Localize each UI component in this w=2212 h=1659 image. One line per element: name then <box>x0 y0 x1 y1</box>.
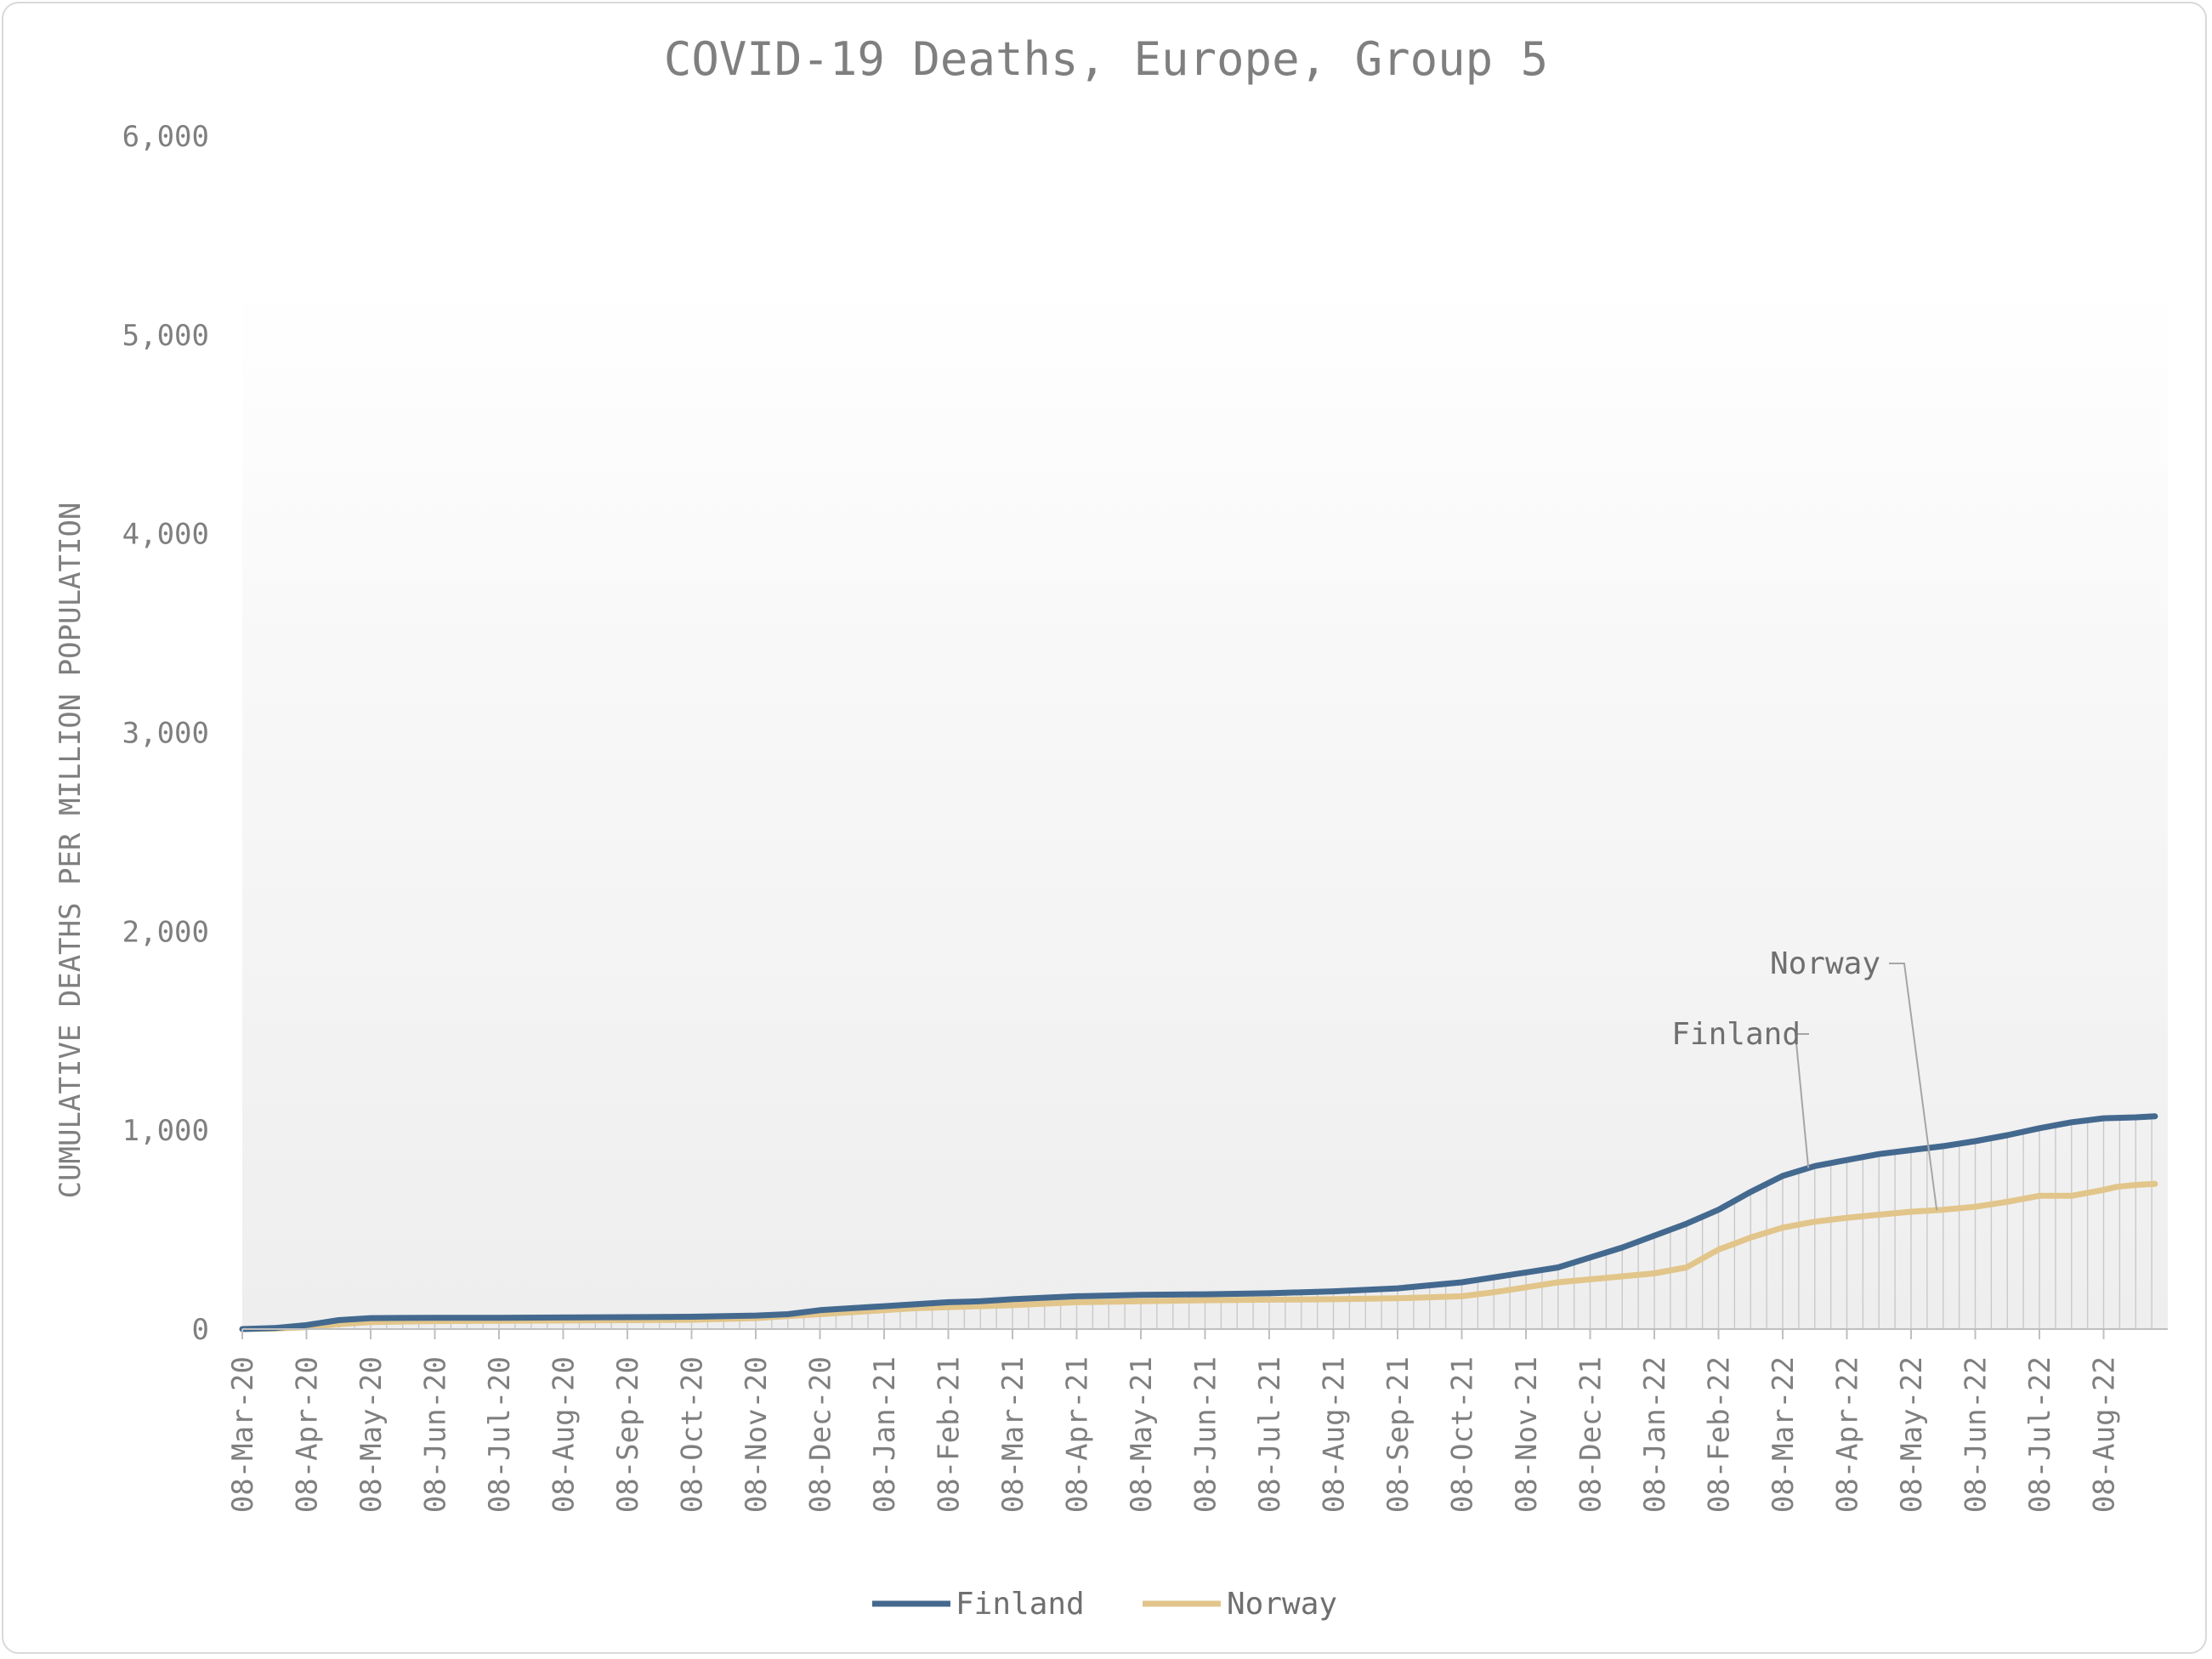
x-tick-label: 08-Jun-21 <box>1189 1356 1223 1513</box>
x-tick-label: 08-Feb-21 <box>933 1356 967 1513</box>
x-tick-label: 08-Jan-22 <box>1638 1356 1672 1513</box>
y-tick-label: 3,000 <box>122 717 209 751</box>
x-ticks <box>242 1329 2104 1339</box>
y-tick-label: 2,000 <box>122 915 209 949</box>
x-tick-label: 08-Oct-21 <box>1446 1356 1480 1513</box>
x-tick-label: 08-Dec-21 <box>1574 1356 1608 1513</box>
x-tick-label: 08-Jun-20 <box>419 1356 453 1513</box>
x-tick-label: 08-May-21 <box>1125 1356 1159 1513</box>
x-tick-label: 08-Feb-22 <box>1703 1356 1737 1513</box>
x-tick-label: 08-Nov-20 <box>740 1356 774 1513</box>
y-tick-label: 4,000 <box>122 518 209 552</box>
x-tick-label: 08-Dec-20 <box>804 1356 838 1513</box>
x-tick-label: 08-Jul-22 <box>2023 1356 2057 1513</box>
x-tick-label: 08-Mar-21 <box>996 1356 1030 1513</box>
x-tick-label: 08-May-20 <box>354 1356 389 1513</box>
x-tick-label: 08-Aug-21 <box>1318 1356 1352 1513</box>
y-axis-label: CUMULATIVE DEATHS PER MILLION POPULATION <box>54 503 88 1199</box>
x-tick-label: 08-Jul-21 <box>1253 1356 1287 1513</box>
x-tick-label: 08-Apr-20 <box>291 1356 325 1513</box>
y-tick-label: 1,000 <box>122 1114 209 1148</box>
y-tick-label: 5,000 <box>122 319 209 353</box>
x-tick-label: 08-Nov-21 <box>1510 1356 1544 1513</box>
x-tick-label: 08-Mar-20 <box>226 1356 260 1513</box>
legend: Finland Norway <box>872 1587 1337 1622</box>
x-tick-label: 08-Apr-21 <box>1061 1356 1095 1513</box>
x-tick-labels: 08-Mar-20 08-Apr-20 08-May-20 08-Jun-20 08-J… <box>226 1356 2122 1513</box>
chart-title: COVID-19 Deaths, Europe, Group 5 <box>664 32 1548 86</box>
x-tick-label: 08-Mar-22 <box>1767 1356 1801 1513</box>
y-tick-label: 0 <box>192 1313 209 1347</box>
x-tick-label: 08-Jan-21 <box>868 1356 902 1513</box>
x-tick-label: 08-Jul-20 <box>483 1356 517 1513</box>
x-tick-label: 08-Sep-21 <box>1381 1356 1415 1513</box>
annotation-label-finland: Finland <box>1671 1017 1801 1052</box>
x-tick-label: 08-Jun-22 <box>1960 1356 1994 1513</box>
x-tick-label: 08-Sep-20 <box>611 1356 645 1513</box>
x-tick-label: 08-Aug-22 <box>2088 1356 2122 1513</box>
legend-label-finland: Finland <box>956 1587 1085 1622</box>
x-tick-label: 08-Apr-22 <box>1831 1356 1865 1513</box>
annotation-label-norway: Norway <box>1770 946 1880 981</box>
x-tick-label: 08-Aug-20 <box>547 1356 581 1513</box>
x-tick-label: 08-May-22 <box>1895 1356 1929 1513</box>
legend-label-norway: Norway <box>1227 1587 1337 1622</box>
y-tick-label: 6,000 <box>122 120 209 154</box>
y-tick-labels: 0 1,000 2,000 3,000 4,000 5,000 6,000 <box>122 120 209 1347</box>
x-tick-label: 08-Oct-20 <box>676 1356 710 1513</box>
